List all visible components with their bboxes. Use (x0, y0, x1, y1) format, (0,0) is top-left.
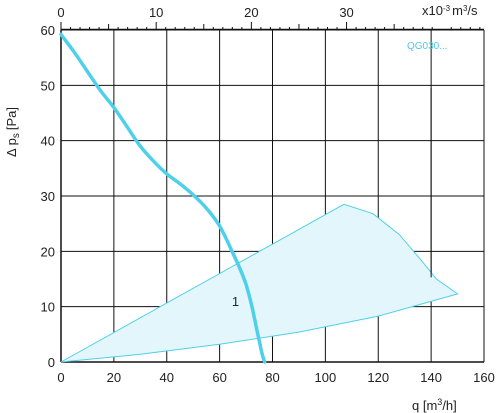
secondary-x-tick-label: 20 (244, 5, 258, 20)
y-tick-label: 20 (41, 244, 55, 259)
y-tick-label: 40 (41, 134, 55, 149)
secondary-x-tick-label: 0 (57, 5, 64, 20)
series-line-1 (59, 32, 267, 364)
series-layer (59, 32, 432, 364)
secondary-x-axis-label: x10-3 m3/s (422, 3, 478, 18)
y-tick-label: 50 (41, 78, 55, 93)
x-tick-label: 40 (160, 370, 174, 385)
y-tick-label: 60 (41, 23, 55, 38)
x-tick-label: 0 (57, 370, 64, 385)
x-tick-label: 80 (265, 370, 279, 385)
y-tick-label: 30 (41, 189, 55, 204)
y-tick-label: 0 (48, 355, 55, 370)
secondary-x-tick-label: 10 (149, 5, 163, 20)
x-tick-label: 100 (315, 370, 337, 385)
x-tick-label: 160 (473, 370, 495, 385)
operating-region-area (60, 203, 459, 363)
operating-region (60, 203, 459, 363)
x-axis-label: q [m3/h] (412, 397, 457, 413)
y-axis-label-sub: s (11, 133, 22, 138)
curve-label-1: 1 (232, 294, 239, 309)
secondary-x-tick-label: 30 (339, 5, 353, 20)
x-tick-label: 60 (212, 370, 226, 385)
x-tick-label: 140 (420, 370, 442, 385)
grid (60, 22, 485, 363)
y-axis-label: Δ ps[Pa] (4, 107, 22, 157)
x-tick-label: 120 (367, 370, 389, 385)
y-tick-label: 10 (41, 300, 55, 315)
region-label: QG030... (407, 41, 448, 52)
x-tick-label: 20 (107, 370, 121, 385)
